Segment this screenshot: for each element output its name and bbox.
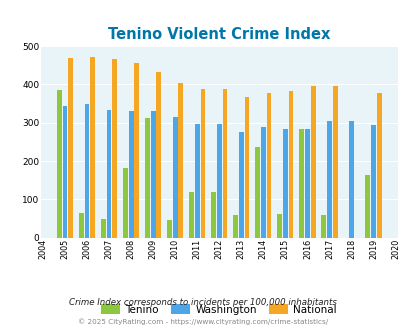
Bar (364, 175, 369, 238)
Bar (304, 129, 309, 238)
Bar (260, 127, 265, 238)
Bar (112, 59, 117, 238)
Bar (266, 93, 271, 238)
Text: © 2025 CityRating.com - https://www.cityrating.com/crime-statistics/: © 2025 CityRating.com - https://www.city… (78, 318, 327, 325)
Bar (326, 121, 331, 238)
Bar (288, 91, 293, 238)
Bar (107, 110, 111, 238)
Bar (376, 92, 381, 238)
Bar (348, 121, 353, 238)
Bar (310, 85, 315, 238)
Bar (232, 214, 237, 238)
Bar (57, 90, 62, 238)
Bar (216, 123, 221, 238)
Bar (222, 89, 227, 238)
Bar (90, 56, 95, 238)
Bar (166, 220, 171, 238)
Text: Crime Index corresponds to incidents per 100,000 inhabitants: Crime Index corresponds to incidents per… (69, 298, 336, 307)
Bar (211, 192, 215, 238)
Bar (298, 128, 303, 238)
Bar (178, 82, 183, 238)
Bar (238, 132, 243, 238)
Bar (172, 117, 177, 238)
Bar (101, 219, 105, 238)
Legend: Tenino, Washington, National: Tenino, Washington, National (97, 300, 340, 319)
Bar (320, 215, 325, 238)
Bar (84, 104, 89, 238)
Bar (254, 147, 259, 238)
Bar (123, 168, 128, 238)
Bar (128, 111, 133, 238)
Bar (332, 86, 337, 238)
Bar (62, 106, 67, 238)
Bar (68, 58, 73, 238)
Bar (150, 111, 155, 238)
Bar (194, 123, 199, 238)
Bar (277, 214, 281, 238)
Bar (156, 72, 161, 238)
Bar (189, 192, 194, 238)
Bar (282, 129, 287, 238)
Bar (370, 125, 375, 238)
Bar (244, 97, 249, 238)
Bar (134, 63, 139, 238)
Title: Tenino Violent Crime Index: Tenino Violent Crime Index (108, 27, 330, 42)
Bar (200, 89, 205, 238)
Bar (79, 213, 83, 238)
Bar (145, 118, 149, 238)
